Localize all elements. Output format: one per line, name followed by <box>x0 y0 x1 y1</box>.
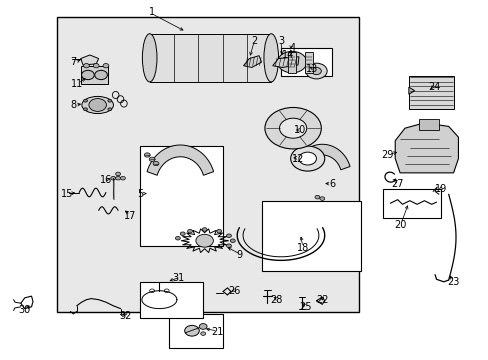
Circle shape <box>83 99 87 102</box>
Text: 4: 4 <box>289 43 296 53</box>
Polygon shape <box>408 87 414 94</box>
Circle shape <box>187 229 192 233</box>
Text: 20: 20 <box>393 220 406 230</box>
Circle shape <box>103 64 109 68</box>
Circle shape <box>180 232 185 235</box>
Bar <box>281 48 331 76</box>
Text: 23: 23 <box>447 277 459 287</box>
Circle shape <box>279 118 306 138</box>
Circle shape <box>290 146 324 171</box>
Circle shape <box>184 325 199 336</box>
Text: 3: 3 <box>277 36 284 46</box>
Bar <box>305 52 312 73</box>
Circle shape <box>95 70 107 80</box>
Text: 30: 30 <box>19 305 31 315</box>
Circle shape <box>264 108 321 149</box>
Polygon shape <box>81 55 99 65</box>
Text: 32: 32 <box>119 311 131 321</box>
Text: 31: 31 <box>172 273 184 283</box>
Text: 10: 10 <box>294 125 306 135</box>
Text: 17: 17 <box>124 211 136 221</box>
Circle shape <box>153 161 159 166</box>
Polygon shape <box>394 123 458 173</box>
Text: 19: 19 <box>434 184 447 194</box>
Text: 24: 24 <box>427 82 439 92</box>
Circle shape <box>149 289 154 293</box>
Circle shape <box>286 58 297 66</box>
Text: 28: 28 <box>269 295 282 305</box>
Text: 27: 27 <box>390 179 403 189</box>
Circle shape <box>201 332 205 336</box>
Circle shape <box>108 99 112 102</box>
Text: 12: 12 <box>291 154 304 163</box>
Text: 5: 5 <box>137 189 143 199</box>
Polygon shape <box>272 57 298 67</box>
Circle shape <box>175 237 180 240</box>
Bar <box>382 189 441 217</box>
Circle shape <box>199 324 206 329</box>
Text: 6: 6 <box>328 179 334 189</box>
Circle shape <box>83 108 87 111</box>
Circle shape <box>93 64 99 68</box>
Circle shape <box>116 176 120 180</box>
Circle shape <box>83 64 89 68</box>
Circle shape <box>226 234 231 238</box>
Circle shape <box>230 239 235 243</box>
Text: 25: 25 <box>299 302 311 312</box>
Circle shape <box>149 157 155 161</box>
Circle shape <box>277 51 306 73</box>
Circle shape <box>120 176 125 180</box>
Bar <box>287 52 295 73</box>
Circle shape <box>196 234 213 247</box>
Text: 11: 11 <box>70 78 82 89</box>
Bar <box>81 66 108 84</box>
Circle shape <box>144 153 150 157</box>
Ellipse shape <box>264 34 278 82</box>
Ellipse shape <box>81 96 113 113</box>
Polygon shape <box>243 56 261 67</box>
Bar <box>169 314 222 348</box>
Circle shape <box>202 228 206 231</box>
Circle shape <box>81 70 94 80</box>
Text: 7: 7 <box>70 57 76 67</box>
Text: 18: 18 <box>296 243 308 253</box>
Polygon shape <box>294 144 349 170</box>
Text: 15: 15 <box>61 189 73 199</box>
Text: 26: 26 <box>228 286 241 296</box>
Circle shape <box>89 99 106 111</box>
Circle shape <box>226 244 231 248</box>
Text: 13: 13 <box>306 64 318 74</box>
Circle shape <box>216 229 221 233</box>
Bar <box>57 18 358 312</box>
Text: 9: 9 <box>236 250 242 260</box>
Bar <box>418 119 438 130</box>
Ellipse shape <box>142 34 157 82</box>
Circle shape <box>298 152 316 165</box>
Circle shape <box>319 197 324 201</box>
Circle shape <box>108 108 112 111</box>
Bar <box>408 76 453 109</box>
Text: 2: 2 <box>250 36 257 46</box>
Text: 8: 8 <box>70 100 76 110</box>
Text: 29: 29 <box>381 150 393 160</box>
Circle shape <box>311 67 321 75</box>
Bar <box>149 33 271 82</box>
Circle shape <box>116 172 120 176</box>
Text: 14: 14 <box>282 50 294 60</box>
Text: 22: 22 <box>315 295 328 305</box>
Circle shape <box>305 63 326 79</box>
Polygon shape <box>147 145 213 175</box>
Text: 21: 21 <box>211 327 224 337</box>
Bar <box>261 202 361 271</box>
Text: 16: 16 <box>100 175 112 185</box>
Text: 1: 1 <box>149 7 155 17</box>
Circle shape <box>111 176 116 180</box>
Bar <box>140 282 203 318</box>
Circle shape <box>314 195 319 199</box>
Circle shape <box>164 289 169 293</box>
Bar <box>140 146 222 246</box>
